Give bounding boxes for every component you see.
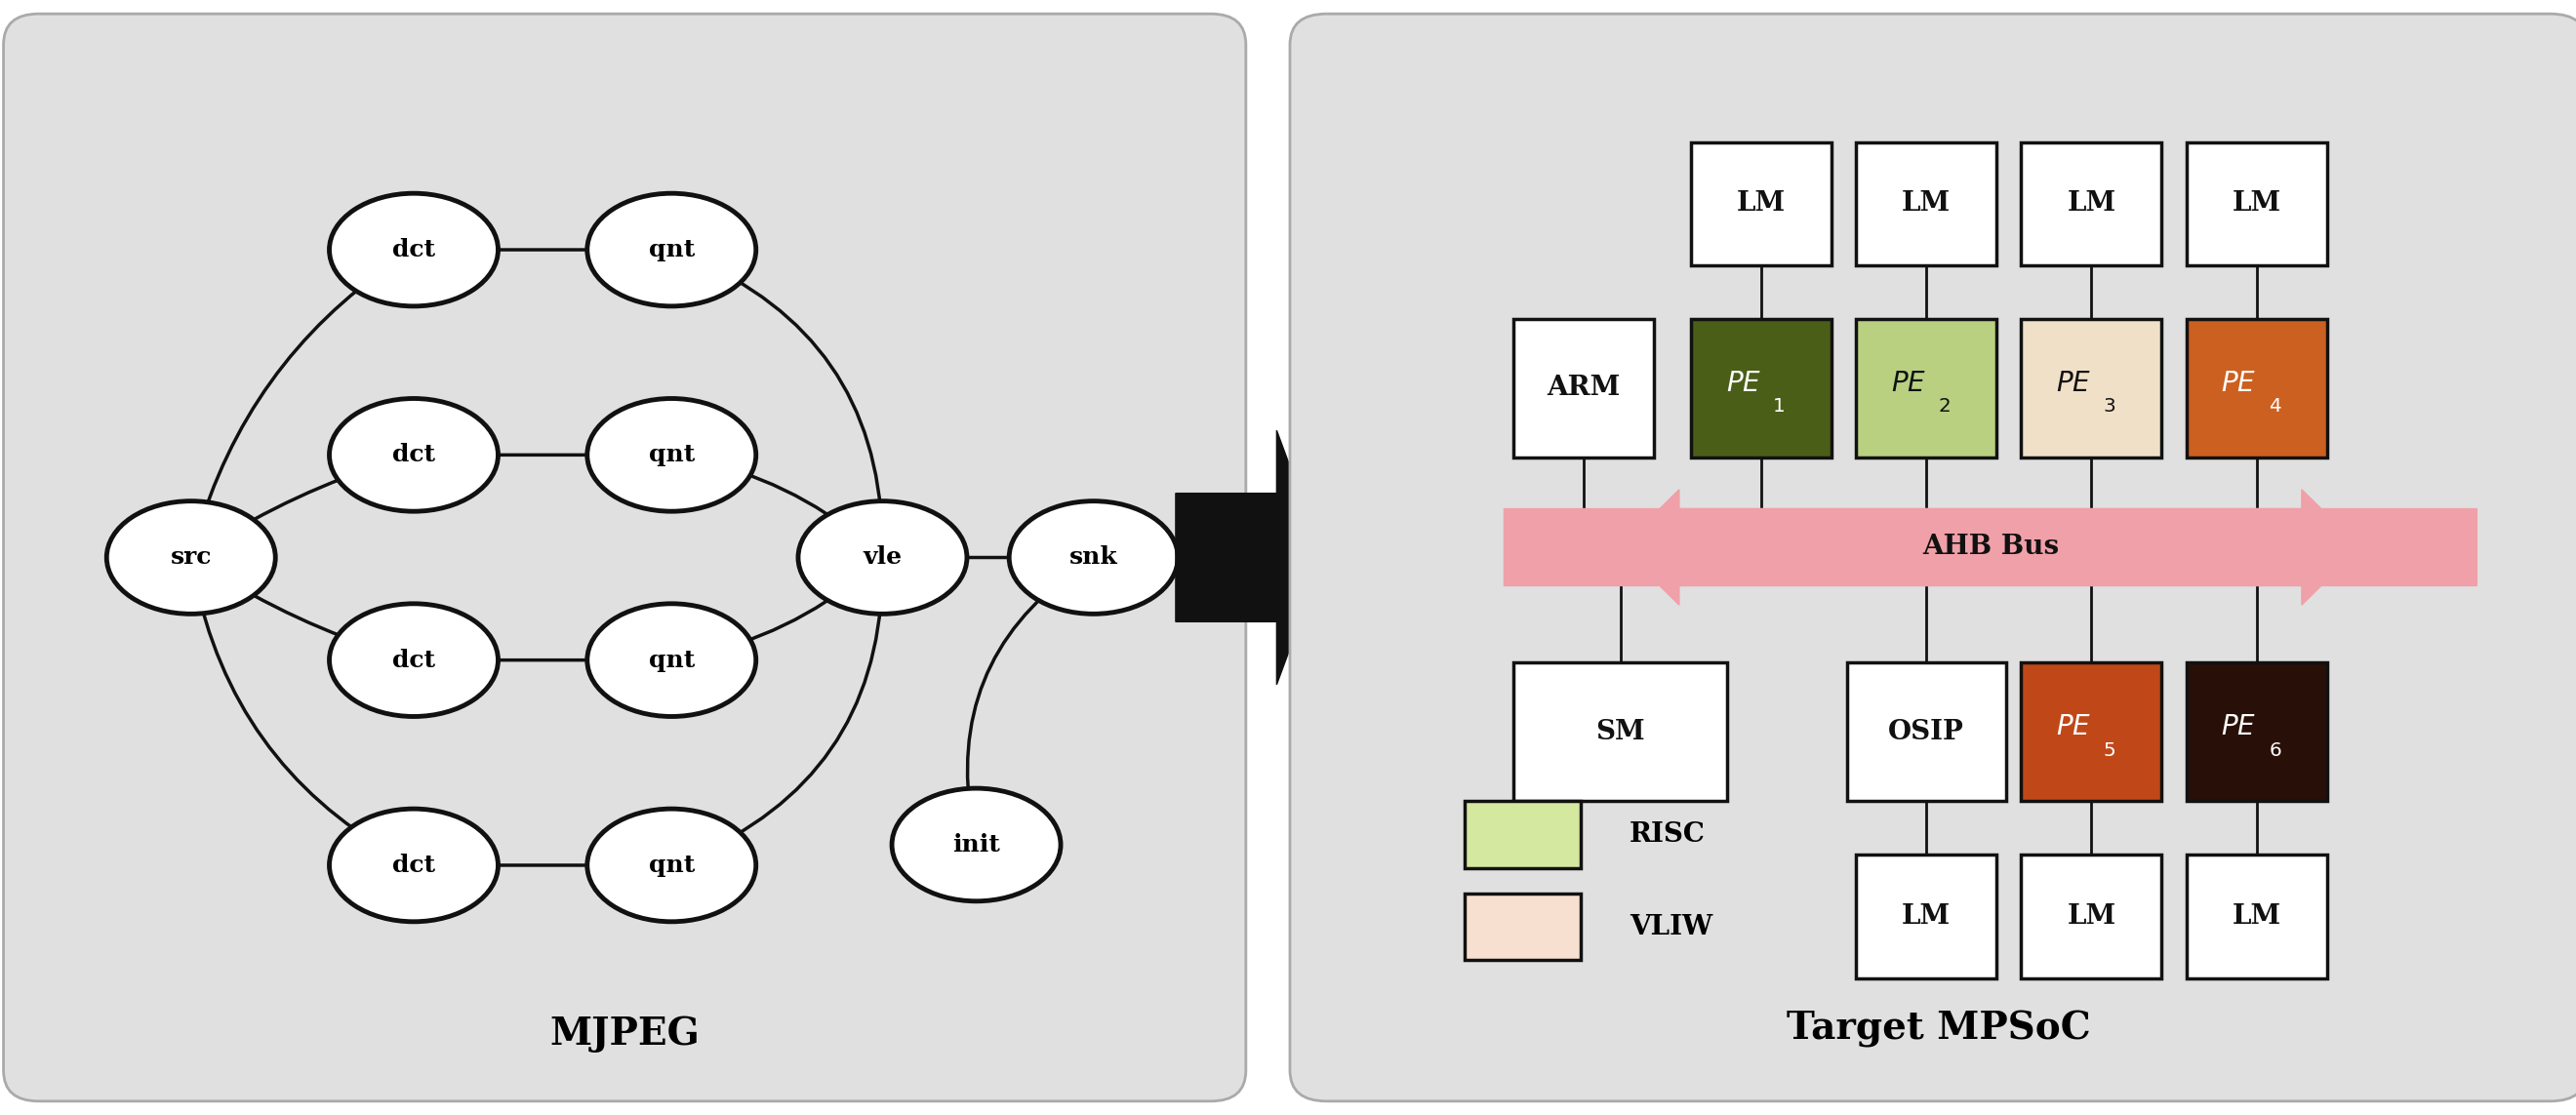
Text: $\mathit{PE}$: $\mathit{PE}$	[1891, 369, 1927, 397]
Text: AHB Bus: AHB Bus	[1922, 534, 2058, 561]
Text: OSIP: OSIP	[1888, 719, 1963, 745]
Text: $\mathit{PE}$: $\mathit{PE}$	[2221, 369, 2257, 397]
Bar	[1512, 319, 1654, 457]
Bar	[2022, 142, 2161, 265]
Ellipse shape	[330, 808, 497, 922]
Bar	[1463, 893, 1582, 960]
FancyBboxPatch shape	[3, 13, 1247, 1102]
Text: LM: LM	[2066, 191, 2115, 216]
Text: LM: LM	[2066, 903, 2115, 930]
Text: qnt: qnt	[649, 854, 696, 876]
Bar	[1855, 142, 1996, 265]
Ellipse shape	[587, 603, 755, 717]
Text: 2: 2	[1937, 397, 1950, 416]
Text: Target MPSoC: Target MPSoC	[1785, 1011, 2092, 1048]
Bar	[1847, 662, 2007, 801]
Text: LM: LM	[1901, 191, 1950, 216]
Text: LM: LM	[2233, 903, 2280, 930]
Bar	[2187, 855, 2326, 978]
Text: LM: LM	[1901, 903, 1950, 930]
Text: $\mathit{PE}$: $\mathit{PE}$	[2221, 714, 2257, 740]
Bar	[2187, 142, 2326, 265]
Text: src: src	[170, 546, 211, 569]
Ellipse shape	[330, 398, 497, 512]
Text: init: init	[953, 833, 999, 856]
Bar	[1690, 142, 1832, 265]
Text: qnt: qnt	[649, 444, 696, 466]
Ellipse shape	[1010, 501, 1177, 614]
Text: $\mathit{PE}$: $\mathit{PE}$	[1726, 369, 1762, 397]
Text: $\mathit{PE}$: $\mathit{PE}$	[2056, 369, 2092, 397]
Text: SM: SM	[1595, 719, 1646, 745]
FancyArrow shape	[1620, 489, 2476, 605]
FancyArrow shape	[1504, 489, 2360, 605]
Text: VLIW: VLIW	[1631, 913, 1713, 940]
Text: 3: 3	[2105, 397, 2115, 416]
Ellipse shape	[106, 501, 276, 614]
Ellipse shape	[587, 398, 755, 512]
Text: vle: vle	[863, 546, 902, 569]
Ellipse shape	[587, 808, 755, 922]
Text: RISC: RISC	[1631, 822, 1705, 847]
Text: dct: dct	[392, 854, 435, 876]
Ellipse shape	[587, 193, 755, 307]
Bar	[1855, 855, 1996, 978]
Text: 6: 6	[2269, 741, 2282, 759]
Bar	[1855, 319, 1996, 457]
Text: LM: LM	[1736, 191, 1785, 216]
Bar	[1463, 801, 1582, 867]
FancyArrow shape	[1175, 430, 1324, 685]
Bar	[2187, 319, 2326, 457]
FancyBboxPatch shape	[1291, 13, 2576, 1102]
Ellipse shape	[799, 501, 966, 614]
Text: qnt: qnt	[649, 649, 696, 671]
Text: dct: dct	[392, 649, 435, 671]
Ellipse shape	[891, 788, 1061, 901]
Text: MJPEG: MJPEG	[549, 1016, 701, 1053]
Text: 5: 5	[2105, 741, 2115, 759]
Text: 4: 4	[2269, 397, 2282, 416]
Text: dct: dct	[392, 239, 435, 261]
Ellipse shape	[330, 193, 497, 307]
Bar	[1512, 662, 1728, 801]
Bar	[1690, 319, 1832, 457]
Text: 1: 1	[1772, 397, 1785, 416]
Text: ARM: ARM	[1546, 375, 1620, 401]
Bar	[2022, 319, 2161, 457]
Bar	[2022, 855, 2161, 978]
Text: snk: snk	[1069, 546, 1118, 569]
Bar	[2187, 662, 2326, 801]
Text: $\mathit{PE}$: $\mathit{PE}$	[2056, 714, 2092, 740]
Text: dct: dct	[392, 444, 435, 466]
Text: qnt: qnt	[649, 239, 696, 261]
Bar	[2022, 662, 2161, 801]
Text: LM: LM	[2233, 191, 2280, 216]
Ellipse shape	[330, 603, 497, 717]
